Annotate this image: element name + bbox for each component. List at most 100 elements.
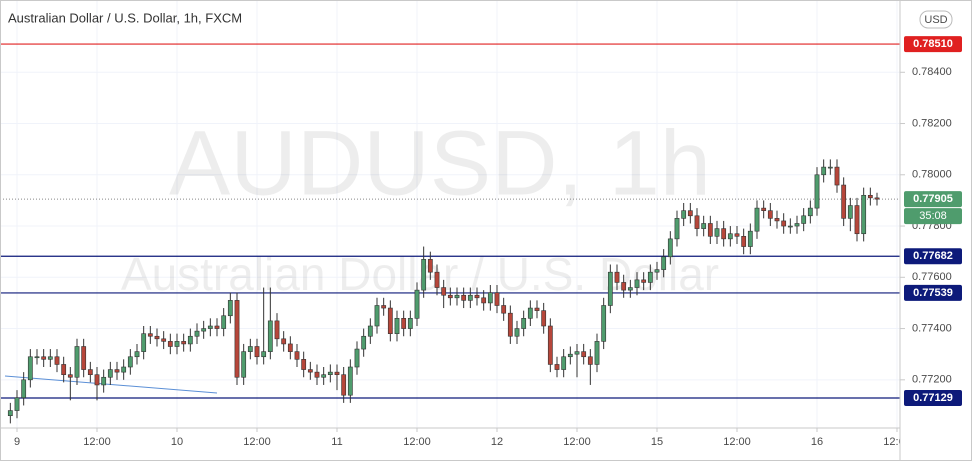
candle-body	[441, 287, 447, 296]
x-tick-label: 16	[811, 436, 823, 448]
x-tick-label: 12:00	[403, 436, 431, 448]
candle-body	[467, 294, 473, 301]
currency[interactable]: USD	[924, 14, 947, 26]
candle-body	[267, 320, 273, 352]
candle-body	[127, 356, 133, 368]
level-label: 0.77539	[913, 287, 953, 299]
candle-body	[354, 348, 360, 368]
candle-body	[501, 305, 507, 314]
candle-body	[514, 328, 520, 337]
y-tick-label: 0.77600	[912, 271, 952, 283]
x-tick-label: 12:00	[723, 436, 751, 448]
candle-body	[661, 256, 667, 270]
level-tag	[904, 284, 962, 301]
y-tick-label: 0.77200	[912, 374, 952, 386]
trend-line	[4, 375, 218, 394]
candle-body	[67, 374, 73, 378]
candle-body	[754, 207, 760, 232]
candle-body	[634, 279, 640, 288]
candle-body	[554, 364, 560, 370]
candle-body	[347, 366, 353, 396]
candle-body	[247, 346, 253, 352]
candle-body	[547, 325, 553, 365]
candle-body	[367, 325, 373, 337]
candle-body	[614, 271, 620, 283]
candle-body	[847, 205, 853, 219]
candle-body	[487, 292, 493, 304]
y-tick-label: 0.77400	[912, 322, 952, 334]
y-axis-background	[900, 0, 972, 461]
candle-body	[481, 297, 487, 304]
candle-body	[594, 341, 600, 365]
candle-body	[734, 233, 740, 237]
candle-body	[854, 205, 860, 235]
candle-body	[687, 210, 693, 217]
candle-body	[561, 356, 567, 370]
candle-body	[167, 341, 173, 347]
candle-body	[401, 318, 407, 329]
candle-body	[381, 305, 387, 309]
candle-body	[574, 351, 580, 355]
candle-body	[741, 235, 747, 247]
candle-body	[587, 356, 593, 365]
countdown-tag	[904, 208, 962, 225]
candle-body	[121, 366, 127, 373]
candle-body	[321, 374, 327, 378]
candle-body	[61, 364, 67, 375]
candle-body	[101, 376, 107, 386]
x-tick-label: 11	[331, 436, 342, 448]
candle-body	[21, 379, 27, 399]
y-tick-label: 0.78000	[912, 169, 952, 181]
candle-body	[7, 410, 13, 416]
candle-body	[234, 300, 240, 378]
candle-body	[447, 294, 453, 299]
level-tag	[904, 390, 962, 407]
candle-body	[841, 184, 847, 219]
candle-body	[14, 397, 20, 411]
candle-body	[721, 228, 727, 240]
x-tick-label: 12:00	[243, 436, 271, 448]
price-tags: 0.78510 0.77682 0.77539 0.77129 0.77905 35:08	[904, 36, 962, 407]
candle-body	[747, 230, 753, 247]
candle-body	[761, 207, 767, 211]
candle-body	[647, 271, 653, 283]
last-price-tag	[904, 191, 962, 208]
currency-badge[interactable]	[919, 10, 953, 29]
candle-body	[641, 279, 647, 283]
candle-body	[861, 194, 867, 235]
candle-body	[461, 294, 467, 301]
y-tick-label: 0.78200	[912, 117, 952, 129]
level-label: 0.77682	[913, 250, 953, 262]
candle-body	[254, 346, 260, 358]
candle-body	[174, 341, 180, 347]
candle-body	[694, 215, 700, 229]
candle-body	[421, 259, 427, 291]
x-axis: 9 12:00 10 12:00 11 12:00 12 12:00 15 12:00 16 12:0…	[0, 427, 911, 461]
candle-body	[74, 346, 80, 378]
candle-body	[774, 218, 780, 222]
candle-body	[187, 335, 193, 345]
candle-body	[674, 218, 680, 240]
candle-body	[874, 197, 880, 200]
candle-body	[41, 356, 47, 360]
candle-body	[801, 215, 807, 224]
candle-body	[387, 307, 393, 334]
level-tag	[904, 36, 962, 53]
x-tick-label: 15	[651, 436, 663, 448]
candle-body	[154, 335, 160, 340]
candle-body	[821, 166, 827, 176]
candle-body	[787, 225, 793, 228]
candle-body	[327, 371, 333, 375]
candle-body	[107, 369, 113, 378]
candle-body	[207, 325, 213, 329]
x-axis-background	[0, 428, 900, 461]
candle-body	[94, 374, 100, 386]
x-tick-label: 12	[491, 436, 503, 448]
candle-body	[114, 369, 120, 373]
candle-body	[301, 359, 307, 370]
candle-body	[581, 351, 587, 358]
candle-body	[47, 356, 53, 360]
candle-body	[374, 305, 380, 327]
candle-body	[527, 307, 533, 319]
candle-body	[201, 328, 207, 332]
